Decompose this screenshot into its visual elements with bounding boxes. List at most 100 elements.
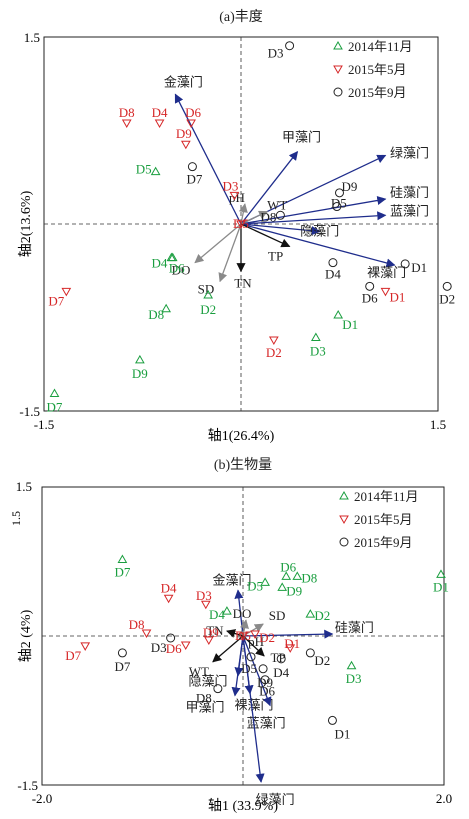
arrow-硅藻门 <box>240 195 387 225</box>
point-label: D9 <box>176 126 192 141</box>
y-tick-label: -1.5 <box>19 404 40 419</box>
point-may2015-D9 <box>203 636 214 645</box>
arrow-label: SD <box>269 608 286 623</box>
chart-title: (a)丰度 <box>219 9 263 25</box>
arrow-DO <box>194 223 242 264</box>
arrow-蓝藻门 <box>240 211 387 225</box>
arrow-label: WT <box>189 664 209 679</box>
arrow-WT <box>240 210 269 225</box>
arrow-label: 隐藻门 <box>300 223 339 238</box>
point-label: D8 <box>196 691 212 706</box>
y-tick-label: -1.5 <box>17 778 38 793</box>
point-label: D4 <box>273 665 289 680</box>
arrow-裸藻门 <box>240 223 396 268</box>
point-sep2015-D3 <box>285 41 295 51</box>
point-label: D7 <box>114 659 130 674</box>
point-label: D2 <box>314 653 330 668</box>
legend-label: 2015年5月 <box>348 62 407 77</box>
arrow-label: TP <box>268 248 283 263</box>
point-nov2014-D7 <box>49 388 60 398</box>
x-tick-label: 2.0 <box>436 791 452 806</box>
point-nov2014-D1 <box>436 569 446 578</box>
arrow-WT <box>212 635 244 663</box>
point-label: D8 <box>148 307 164 322</box>
legend-marker-triangle-down <box>339 515 349 525</box>
point-label: D7 <box>48 293 64 308</box>
point-label: D8 <box>301 570 317 585</box>
point-label: D3 <box>310 343 326 358</box>
arrow-label: 硅藻门 <box>335 620 374 635</box>
point-label: D3 <box>346 671 362 686</box>
point-label: D4 <box>152 105 168 120</box>
point-may2015-D4 <box>154 119 165 129</box>
point-label: D3 <box>222 178 238 193</box>
point-sep2015-D4 <box>328 258 338 268</box>
point-label: D7 <box>186 172 202 187</box>
point-sep2015-D9 <box>258 664 268 674</box>
legend-label: 2015年9月 <box>354 535 413 550</box>
legend-marker-circle <box>339 537 349 547</box>
arrow-金藻门 <box>174 93 242 225</box>
point-may2015-D5 <box>238 632 248 642</box>
point-label: D9 <box>286 583 302 598</box>
point-nov2014-D3 <box>310 332 321 341</box>
point-label: D2 <box>439 291 455 306</box>
arrow-绿藻门 <box>242 635 265 783</box>
arrow-label: DO <box>233 606 252 621</box>
arrow-label: 蓝藻门 <box>390 203 429 218</box>
arrow-label: TN <box>234 275 252 290</box>
legend-label: 2014年11月 <box>354 489 419 504</box>
arrow-label: 硅藻门 <box>390 185 429 200</box>
x-axis-label: 轴1(26.4%) <box>208 428 275 444</box>
point-nov2014-D6 <box>167 252 178 262</box>
point-label: D6 <box>166 641 182 656</box>
point-may2015-D6 <box>186 119 196 129</box>
point-nov2014-D7 <box>117 554 128 564</box>
point-sep2015-D6 <box>365 281 375 291</box>
arrow-隐藻门 <box>240 223 321 236</box>
point-label: D2 <box>259 630 275 645</box>
point-label: D9 <box>342 179 358 194</box>
point-nov2014-D5 <box>260 577 270 586</box>
x-axis-label: 轴1 (33.9%) <box>208 798 278 814</box>
point-may2015-D2 <box>268 336 279 345</box>
y-axis-label: 轴2(13.6%) <box>18 190 34 257</box>
point-may2015-D3 <box>229 191 240 201</box>
chart-panel-a: (a)丰度 -1.5 1.5 1.5 -1.5 轴1(26.4%) 轴2(13.6%) 金藻门… <box>18 9 455 444</box>
arrow-label: DO <box>172 263 191 278</box>
point-sep2015-D1 <box>400 259 410 269</box>
point-label: D5 <box>247 578 263 593</box>
point-may2015-D3 <box>200 600 211 610</box>
point-label: D4 <box>161 580 177 595</box>
point-label: D8 <box>260 209 276 224</box>
x-tick-label: -2.0 <box>32 791 53 806</box>
point-label: D9 <box>257 675 273 690</box>
point-nov2014-D1 <box>333 309 344 319</box>
point-label: D8 <box>119 105 135 120</box>
arrow-label: SD <box>198 281 215 296</box>
point-label: D5 <box>331 196 347 211</box>
legend-marker-circle <box>333 87 343 97</box>
point-label: D6 <box>185 105 201 120</box>
point-label: D2 <box>266 345 282 360</box>
point-label: D7 <box>114 565 130 580</box>
legend-label: 2015年9月 <box>348 85 407 100</box>
arrow-label: 绿藻门 <box>256 792 295 807</box>
point-nov2014-D4 <box>222 606 232 615</box>
point-label: D5 <box>233 216 249 231</box>
point-label: D5 <box>241 661 257 676</box>
arrow-label: TP <box>271 650 286 665</box>
arrow-label: pH <box>229 190 245 205</box>
point-label: D7 <box>65 648 81 663</box>
point-may2015-D2 <box>250 630 260 640</box>
point-sep2015-D7 <box>117 648 127 658</box>
y-tick-label: 1.5 <box>9 511 23 526</box>
point-label: D5 <box>235 628 251 643</box>
point-may2015-D1 <box>285 644 296 653</box>
chart-title: (b)生物量 <box>214 457 272 473</box>
point-nov2014-D3 <box>346 660 357 670</box>
point-label: D1 <box>433 579 449 594</box>
arrow-硅藻门 <box>242 629 334 639</box>
point-may2015-D7 <box>80 642 91 651</box>
point-sep2015-D7 <box>187 162 197 172</box>
